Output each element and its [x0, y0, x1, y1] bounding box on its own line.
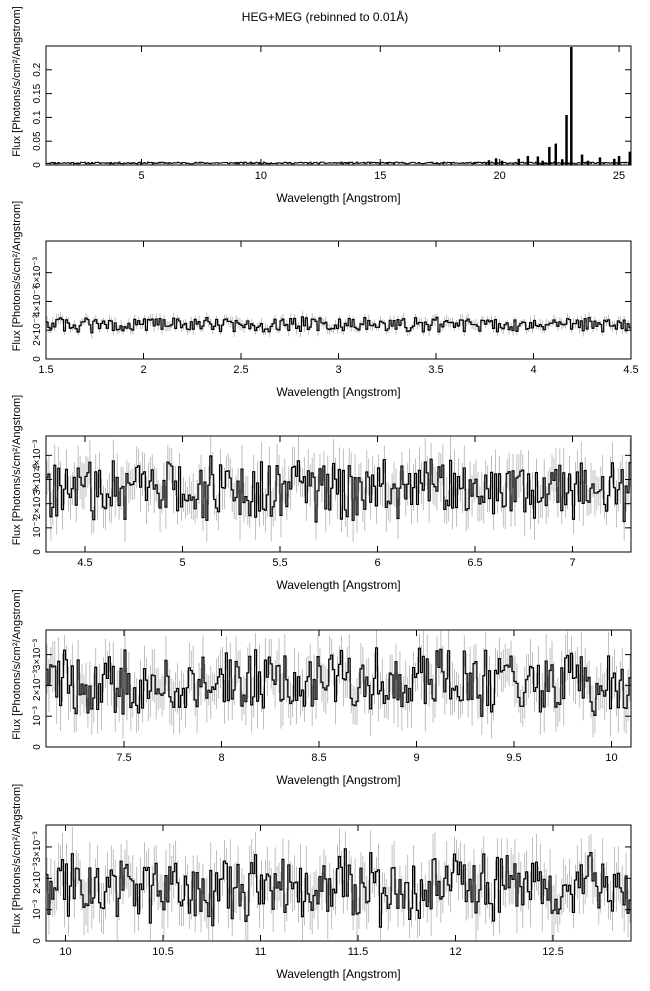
figure-title: HEG+MEG (rebinned to 0.01Å)	[241, 10, 409, 24]
x-tick-label: 4.5	[77, 557, 92, 569]
y-tick-label: 0	[32, 356, 43, 362]
y-tick-label: 0	[32, 744, 43, 750]
y-axis-label: Flux [Photons/s/cm²/Angstrom]	[11, 589, 23, 739]
flux-histogram	[46, 848, 631, 928]
x-tick-label: 10.5	[152, 946, 173, 958]
axes-frame	[45, 435, 632, 553]
x-tick-label: 12	[449, 946, 461, 958]
x-axis-label: Wavelength [Angstrom]	[276, 967, 400, 981]
spectrum-panel-1: 5 10 15 20 25 0 0.05 0.1 0.15 0.2 Wavelength [Angs…	[11, 6, 632, 205]
y-tick-label: 0.2	[32, 62, 43, 76]
y-axis-label: Flux [Photons/s/cm²/Angstrom]	[11, 6, 23, 156]
x-tick-label: 10	[255, 170, 267, 182]
x-axis-label: Wavelength [Angstrom]	[276, 385, 400, 399]
axes-frame	[45, 629, 632, 748]
y-tick-label: 0.15	[32, 83, 43, 103]
x-tick-label: 6.5	[467, 557, 482, 569]
x-tick-label: 6	[374, 557, 380, 569]
x-tick-label: 4.5	[623, 364, 638, 376]
x-tick-label: 8.5	[311, 752, 326, 764]
spectrum-panel-2: 1.5 2 2.5 3 3.5 4 4.5 0 2×10⁻³4×10⁻³6×10⁻³ Wavele…	[11, 201, 639, 399]
y-tick-label: 3×10⁻³	[32, 463, 43, 495]
x-tick-label: 11.5	[348, 946, 369, 958]
y-tick-label: 3×10⁻³	[32, 638, 43, 670]
x-tick-label: 9.5	[506, 752, 521, 764]
x-tick-label: 2.5	[233, 364, 248, 376]
y-tick-label: 4×10⁻³	[32, 439, 43, 471]
flux-histogram	[46, 316, 631, 334]
y-tick-label: 10⁻³	[32, 517, 43, 537]
error-bars	[46, 630, 631, 740]
x-tick-label: 9	[413, 752, 419, 764]
x-tick-label: 12.5	[542, 946, 563, 958]
spectrum-data	[46, 826, 631, 941]
x-tick-label: 5	[179, 557, 185, 569]
spectrum-panel-4: 7.5 8 8.5 9 9.5 10 0 10⁻³ 2×10⁻³3×10⁻³ Wavelength…	[11, 589, 632, 787]
x-tick-label: 25	[613, 170, 625, 182]
x-tick-label: 1.5	[38, 364, 53, 376]
spectrum-data	[46, 630, 631, 740]
axes-frame	[45, 824, 632, 942]
y-axis-label: Flux [Photons/s/cm²/Angstrom]	[11, 784, 23, 934]
spectrum-data	[46, 436, 631, 542]
x-tick-label: 5.5	[272, 557, 287, 569]
spectrum-panel-5: 10 10.5 11 11.5 12 12.5 0 10⁻³ 2×10⁻³3×10⁻³ Wavel…	[11, 784, 632, 981]
spectrum-data	[46, 46, 631, 165]
x-tick-label: 15	[374, 170, 386, 182]
y-axis-label: Flux [Photons/s/cm²/Angstrom]	[11, 395, 23, 545]
x-tick-label: 20	[494, 170, 506, 182]
y-tick-label: 10⁻³	[32, 706, 43, 726]
y-tick-label: 0	[32, 938, 43, 944]
y-tick-label: 3×10⁻³	[32, 831, 43, 863]
flux-histogram	[46, 647, 631, 717]
x-tick-label: 10	[605, 752, 617, 764]
x-axis-label: Wavelength [Angstrom]	[276, 191, 400, 205]
axes-frame	[45, 240, 632, 360]
y-tick-label: 2×10⁻³	[32, 862, 43, 894]
x-tick-label: 4	[530, 364, 536, 376]
y-tick-label: 0.05	[32, 131, 43, 151]
x-tick-label: 3	[335, 364, 341, 376]
x-axis-label: Wavelength [Angstrom]	[276, 773, 400, 787]
x-tick-label: 11	[255, 946, 266, 958]
x-tick-label: 2	[140, 364, 146, 376]
x-tick-label: 7.5	[116, 752, 131, 764]
y-tick-label: 4×10⁻³	[32, 285, 43, 317]
x-tick-label: 10	[59, 946, 71, 958]
axes-frame	[45, 45, 632, 166]
y-tick-label: 6×10⁻³	[32, 256, 43, 288]
y-tick-label: 2×10⁻³	[32, 314, 43, 346]
y-tick-label: 10⁻³	[32, 899, 43, 919]
x-tick-label: 7	[569, 557, 575, 569]
spectrum-panel-3: 4.5 5 5.5 6 6.5 7 0 10⁻³2×10⁻³3×10⁻³4×10⁻³ Wavel…	[11, 395, 632, 592]
y-tick-label: 2×10⁻³	[32, 669, 43, 701]
x-axis-label: Wavelength [Angstrom]	[276, 578, 400, 592]
spectrum-data	[46, 311, 631, 339]
continuum-line	[46, 161, 631, 165]
x-tick-label: 5	[138, 170, 144, 182]
y-tick-label: 2×10⁻³	[32, 487, 43, 519]
x-tick-label: 3.5	[428, 364, 443, 376]
y-tick-label: 0.1	[32, 110, 43, 124]
error-bars	[46, 826, 631, 941]
x-tick-label: 8	[218, 752, 224, 764]
y-tick-label: 0	[32, 549, 43, 555]
y-tick-label: 0	[32, 162, 43, 168]
flux-histogram	[46, 455, 631, 523]
y-axis-label: Flux [Photons/s/cm²/Angstrom]	[11, 201, 23, 351]
